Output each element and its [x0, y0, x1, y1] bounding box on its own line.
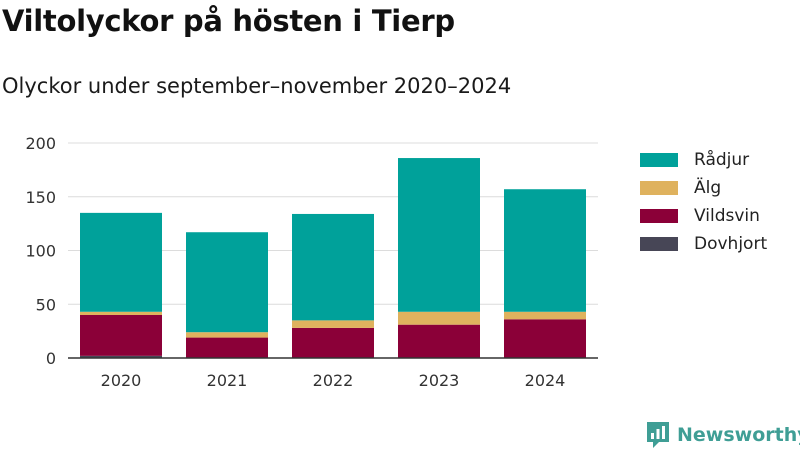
x-tick-label: 2024 — [525, 371, 566, 390]
bar-segment-älg — [504, 311, 586, 320]
chart-subtitle: Olyckor under september–november 2020–20… — [2, 74, 512, 98]
bar-segment-vildsvin — [504, 319, 586, 358]
legend-swatch — [640, 153, 678, 167]
bar-segment-vildsvin — [292, 327, 374, 358]
y-tick-label: 0 — [46, 349, 56, 368]
bar-segment-rådjur — [80, 212, 162, 312]
bar-segment-älg — [80, 311, 162, 315]
legend-item: Vildsvin — [640, 202, 767, 230]
bar-segment-vildsvin — [186, 337, 268, 358]
bar-segment-vildsvin — [80, 315, 162, 356]
legend-label: Älg — [694, 178, 722, 198]
bar-segment-rådjur — [398, 158, 480, 312]
legend-label: Rådjur — [694, 150, 750, 170]
legend-item: Dovhjort — [640, 230, 767, 258]
x-tick-label: 2023 — [419, 371, 460, 390]
chart-title: Viltolyckor på hösten i Tierp — [2, 4, 455, 38]
bar-segment-älg — [398, 311, 480, 325]
y-tick-label: 50 — [36, 295, 56, 314]
legend-item: Rådjur — [640, 146, 767, 174]
newsworthy-logo-icon — [647, 422, 669, 448]
bar-segment-rådjur — [186, 232, 268, 333]
legend-swatch — [640, 181, 678, 195]
bar-segment-vildsvin — [398, 324, 480, 358]
legend-label: Vildsvin — [694, 206, 760, 226]
legend-swatch — [640, 209, 678, 223]
brand-logo: Newsworthy — [645, 420, 800, 450]
brand-name: Newsworthy — [677, 424, 800, 446]
legend-item: Älg — [640, 174, 767, 202]
bar-segment-dovhjort — [80, 355, 162, 358]
bar-segment-älg — [186, 332, 268, 338]
y-tick-label: 150 — [25, 188, 56, 207]
x-tick-label: 2020 — [101, 371, 142, 390]
y-tick-label: 100 — [25, 242, 56, 261]
y-tick-label: 200 — [25, 134, 56, 153]
bar-segment-rådjur — [292, 213, 374, 321]
legend-swatch — [640, 237, 678, 251]
x-tick-label: 2021 — [207, 371, 248, 390]
legend: Rådjur Älg Vildsvin Dovhjort — [640, 146, 767, 258]
bar-segment-älg — [292, 320, 374, 328]
legend-label: Dovhjort — [694, 234, 768, 254]
x-tick-label: 2022 — [313, 371, 354, 390]
bar-segment-rådjur — [504, 189, 586, 312]
